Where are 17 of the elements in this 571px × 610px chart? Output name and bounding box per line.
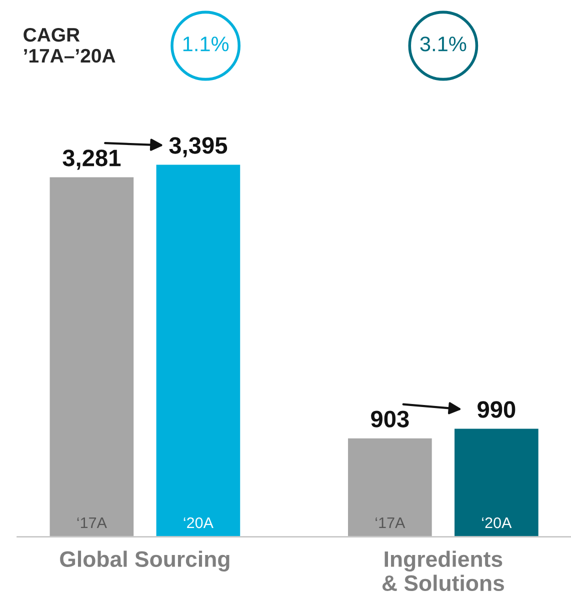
data-label: 903 (371, 410, 409, 428)
text: ‘20A (482, 517, 512, 528)
data-label: 990 (478, 401, 516, 418)
x-tick-label: Global Sourcing (60, 550, 230, 572)
series-label: ‘20A (184, 517, 214, 528)
text: 3.1% (420, 36, 466, 52)
text: 1.1% (183, 36, 229, 52)
data-label: 3,395 (169, 137, 228, 158)
text: CAGR ’17A–’20A (24, 28, 116, 63)
data-label: 3,281 (62, 150, 121, 170)
bar (48, 176, 135, 537)
bar (346, 436, 434, 537)
bar (154, 163, 242, 537)
bar (453, 427, 540, 537)
series-label: ‘17A (77, 518, 107, 528)
text: ‘17A (376, 518, 406, 528)
x-tick-label: Ingredients & Solutions (382, 550, 504, 592)
